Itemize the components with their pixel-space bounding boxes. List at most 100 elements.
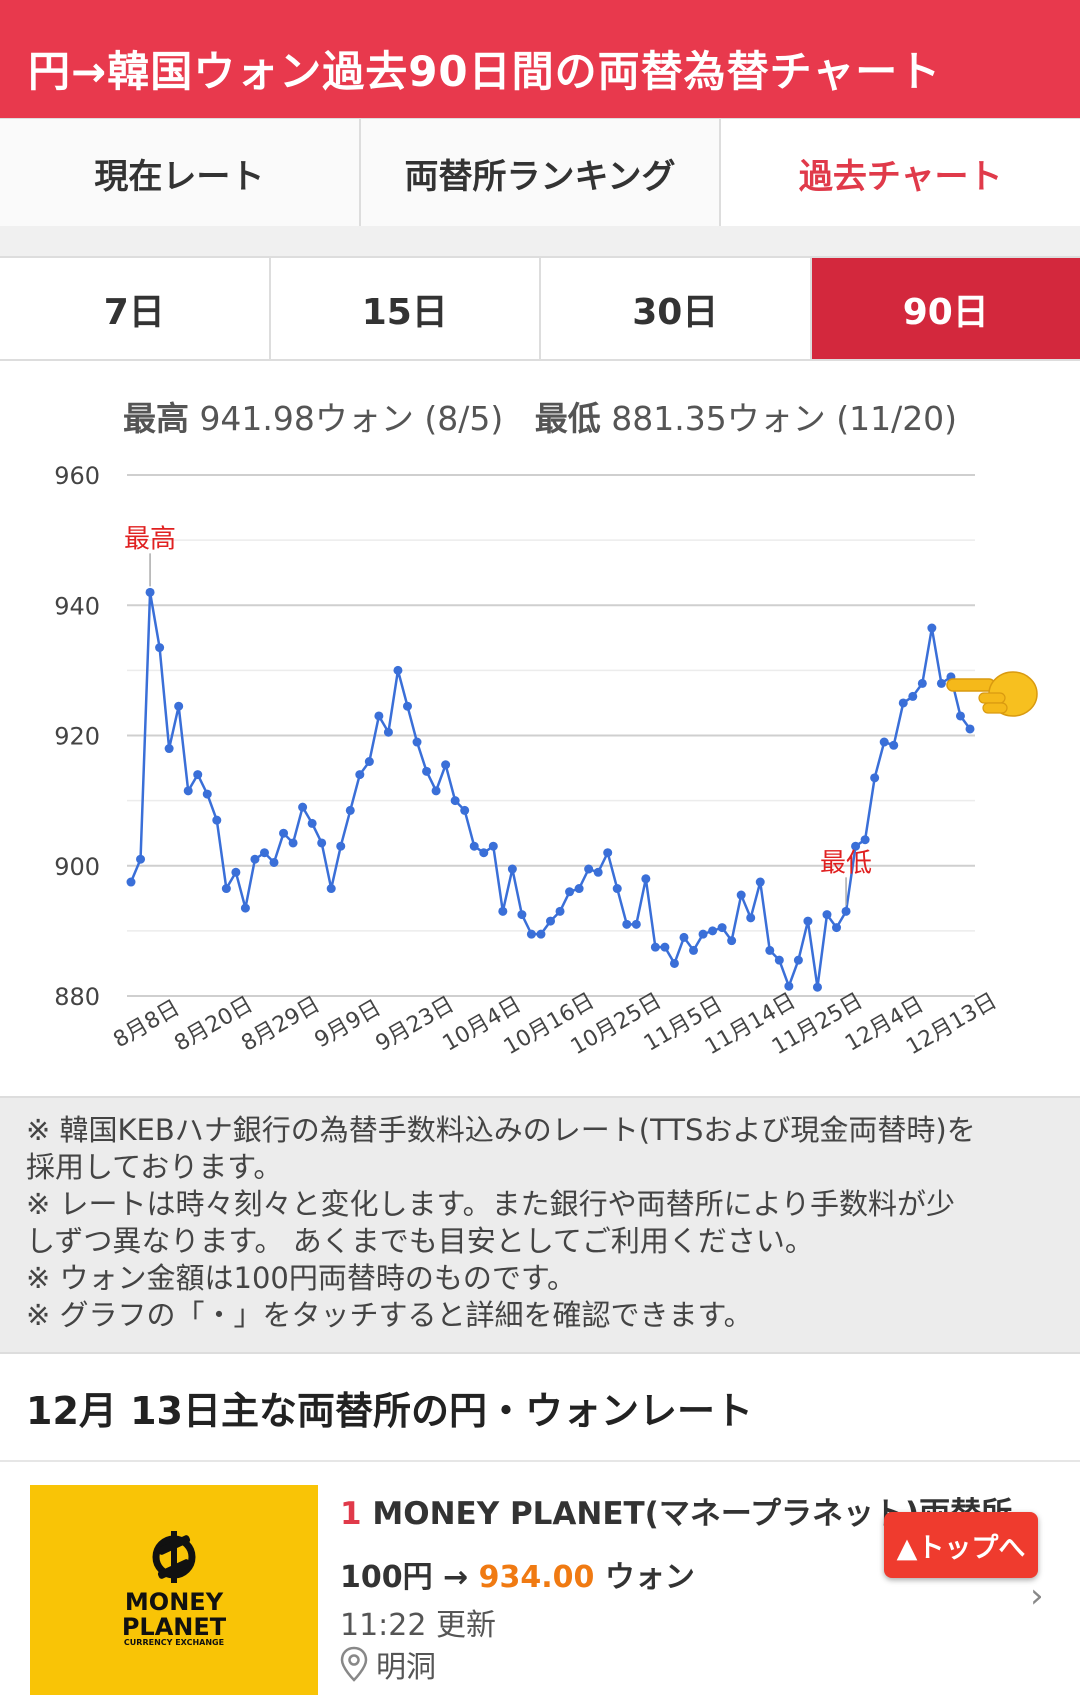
data-point xyxy=(402,701,412,711)
rate-value: 934.00 xyxy=(478,1560,595,1595)
data-point xyxy=(364,757,374,767)
data-point xyxy=(183,786,193,796)
data-point xyxy=(145,587,155,597)
data-point xyxy=(908,691,918,701)
data-point xyxy=(431,786,441,796)
data-point xyxy=(898,698,908,708)
data-point xyxy=(374,711,384,721)
data-point xyxy=(193,770,203,780)
update-time: 11:22 更新 xyxy=(340,1608,496,1643)
data-point xyxy=(622,919,632,929)
data-point xyxy=(755,877,765,887)
data-point xyxy=(136,854,146,864)
data-point xyxy=(498,906,508,916)
tab-current-rate[interactable]: 現在レート xyxy=(0,119,361,227)
period-90-days[interactable]: 90日 xyxy=(811,258,1080,359)
data-point xyxy=(279,828,289,838)
data-point xyxy=(650,942,660,952)
low-value: 881.35ウォン (11/20) xyxy=(611,399,958,438)
y-tick-label: 920 xyxy=(54,723,100,751)
rates-section-title: 12月 13日主な両替所の円・ウォンレート xyxy=(26,1389,753,1433)
data-point xyxy=(965,724,975,734)
x-tick-label: 9月9日 xyxy=(311,996,386,1054)
data-point xyxy=(288,838,298,848)
data-point xyxy=(221,884,231,894)
data-point xyxy=(746,913,756,923)
data-point xyxy=(793,955,803,965)
note-line: 採用しております。 xyxy=(26,1150,283,1184)
data-point xyxy=(526,929,536,939)
note-line: しずつ異なります。 あくまでも目安としてご利用ください。 xyxy=(26,1224,814,1258)
data-point xyxy=(917,678,927,688)
data-point xyxy=(269,857,279,867)
period-15-days[interactable]: 15日 xyxy=(270,258,541,359)
exchange-rank: 1 xyxy=(340,1496,362,1532)
data-point xyxy=(679,932,689,942)
data-point xyxy=(717,923,727,933)
data-point xyxy=(841,906,851,916)
period-7-days[interactable]: 7日 xyxy=(0,258,271,359)
data-point xyxy=(126,877,136,887)
data-point xyxy=(860,835,870,845)
y-tick-label: 960 xyxy=(54,462,100,490)
data-point xyxy=(774,955,784,965)
data-point xyxy=(422,766,432,776)
high-label: 最高 xyxy=(122,399,189,438)
data-point xyxy=(298,802,308,812)
rate-prefix: 100円 → xyxy=(340,1560,469,1595)
period-selector: 7日 15日 30日 90日 xyxy=(0,256,1080,361)
data-point xyxy=(727,936,737,946)
back-to-top-button[interactable]: ▲トップへ xyxy=(884,1512,1038,1578)
data-point xyxy=(784,981,794,991)
data-point xyxy=(574,884,584,894)
note-line: ※ ウォン金額は100円両替時のものです。 xyxy=(26,1261,576,1295)
y-tick-label: 940 xyxy=(54,592,100,620)
data-point xyxy=(164,744,174,754)
period-30-days[interactable]: 30日 xyxy=(541,258,812,359)
data-point xyxy=(326,884,336,894)
page-header: 円→韓国ウォン過去90日間の両替為替チャート xyxy=(0,0,1080,118)
exchange-rate: 100円 → 934.00 ウォン xyxy=(340,1552,695,1596)
tab-exchange-ranking[interactable]: 両替所ランキング xyxy=(361,119,722,227)
exchange-location: 明洞 xyxy=(340,1642,436,1686)
data-point xyxy=(879,737,889,747)
chevron-right-icon[interactable]: › xyxy=(1030,1576,1044,1616)
data-point xyxy=(870,773,880,783)
page-title: 円→韓国ウォン過去90日間の両替為替チャート xyxy=(28,47,942,96)
location-text: 明洞 xyxy=(376,1650,436,1685)
data-point xyxy=(555,906,565,916)
data-point xyxy=(889,740,899,750)
logo-line-1: MONEY xyxy=(124,1588,224,1616)
data-point xyxy=(851,841,861,851)
data-point xyxy=(345,805,355,815)
pointing-hand-icon xyxy=(946,671,1038,717)
location-pin-icon xyxy=(340,1646,368,1682)
data-point xyxy=(155,643,165,653)
tab-past-chart[interactable]: 過去チャート xyxy=(721,119,1080,227)
data-point xyxy=(259,848,269,858)
data-point xyxy=(612,884,622,894)
data-point xyxy=(231,867,241,877)
data-point xyxy=(708,926,718,936)
x-tick-label: 8月29日 xyxy=(237,992,324,1057)
data-point xyxy=(412,737,422,747)
data-point xyxy=(517,910,527,920)
data-point xyxy=(689,945,699,955)
data-point xyxy=(460,805,470,815)
rate-unit: ウォン xyxy=(604,1560,695,1595)
logo-line-2: PLANET xyxy=(121,1613,227,1641)
low-annotation: 最低 xyxy=(820,848,872,878)
money-planet-logo[interactable]: MONEY PLANET CURRENCY EXCHANGE xyxy=(30,1485,318,1695)
data-point xyxy=(546,916,555,926)
data-point xyxy=(507,864,517,874)
data-point xyxy=(336,841,346,851)
note-line: ※ グラフの「・」をタッチすると詳細を確認できます。 xyxy=(26,1298,753,1332)
data-point xyxy=(393,665,403,675)
data-point xyxy=(765,945,775,955)
data-point xyxy=(669,958,679,968)
data-point xyxy=(250,854,260,864)
data-point xyxy=(955,711,965,721)
note-line: ※ 韓国KEBハナ銀行の為替手数料込みのレート(TTSおよび現金両替時)を xyxy=(26,1113,976,1147)
data-point xyxy=(469,841,479,851)
